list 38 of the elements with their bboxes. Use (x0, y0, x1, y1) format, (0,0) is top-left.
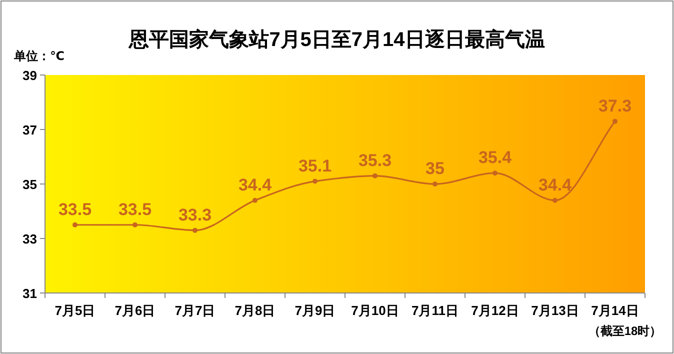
data-label: 35.1 (298, 156, 332, 176)
data-label: 33.5 (118, 200, 152, 219)
data-label: 34.4 (538, 175, 572, 194)
x-tick-label: 7月8日 (234, 303, 276, 318)
x-tick-label: 7月10日 (351, 303, 399, 318)
data-label: 34.4 (238, 175, 272, 194)
point (552, 198, 558, 203)
point (72, 222, 78, 228)
data-label: 35 (426, 159, 444, 178)
x-tick-label: 7月14日 (591, 303, 639, 318)
point (192, 228, 198, 233)
data-label: 35.4 (478, 148, 512, 168)
x-tick-label: 7月6日 (114, 303, 156, 318)
point (372, 173, 378, 178)
x-tick-label: 7月9日 (294, 303, 336, 318)
x-tick-label: 7月7日 (174, 303, 216, 318)
x-tick-label: 7月5日 (54, 303, 96, 318)
text: （截至18时） (588, 324, 662, 338)
point (492, 170, 498, 176)
point (132, 222, 138, 228)
point (312, 178, 318, 184)
point (252, 198, 258, 203)
x-tick-label: 7月12日 (471, 303, 519, 318)
point (612, 118, 618, 124)
x-tick-label: 7月11日 (412, 303, 458, 318)
point (432, 182, 438, 186)
y-axis-title: 单位：℃ (13, 49, 65, 63)
y-tick-label: 35 (22, 177, 37, 192)
data-label: 37.3 (598, 96, 632, 116)
y-tick-label: 31 (22, 286, 37, 301)
y-tick-label: 37 (22, 122, 37, 138)
data-label: 33.3 (178, 205, 212, 224)
y-tick-label: 33 (22, 232, 37, 246)
data-label: 33.5 (58, 200, 92, 219)
chart-title: 恩平国家气象站7月5日至7月14日逐日最高气温 (128, 28, 545, 51)
x-tick-label: 7月13日 (531, 303, 579, 318)
data-label: 35.3 (358, 150, 392, 170)
y-tick-label: 39 (22, 68, 37, 83)
